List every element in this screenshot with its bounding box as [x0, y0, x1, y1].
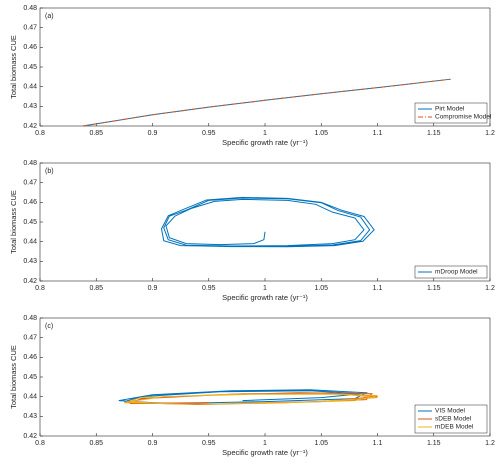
x-tick-label: 1.2	[485, 130, 495, 137]
y-axis-label: Total biomass CUE	[9, 190, 18, 254]
x-axis-label: Specific growth rate (yr⁻¹)	[222, 448, 308, 457]
series-line	[82, 78, 451, 127]
x-tick-label: 1.1	[373, 285, 383, 292]
x-tick-label: 0.8	[35, 440, 45, 447]
y-tick-label: 0.44	[23, 84, 37, 91]
y-tick-label: 0.45	[23, 374, 37, 381]
x-tick-label: 0.85	[89, 130, 103, 137]
y-tick-label: 0.45	[23, 219, 37, 226]
x-tick-label: 0.85	[89, 440, 103, 447]
y-tick-label: 0.42	[23, 433, 37, 440]
y-tick-label: 0.47	[23, 25, 37, 32]
legend-label: mDroop Model	[435, 269, 478, 276]
x-tick-label: 1.05	[314, 440, 328, 447]
y-tick-label: 0.42	[23, 123, 37, 130]
legend-label: Compromise Model	[435, 114, 492, 121]
y-tick-label: 0.44	[23, 239, 37, 246]
y-tick-label: 0.46	[23, 354, 37, 361]
panel-label: (b)	[45, 168, 54, 175]
legend-box	[414, 265, 488, 279]
x-tick-label: 0.8	[35, 130, 45, 137]
x-tick-label: 0.9	[148, 440, 158, 447]
y-tick-label: 0.45	[23, 64, 37, 71]
x-tick-label: 1.1	[373, 440, 383, 447]
axes-box	[39, 162, 491, 282]
x-tick-label: 0.9	[148, 130, 158, 137]
y-tick-label: 0.48	[23, 5, 37, 12]
x-tick-label: 0.95	[202, 130, 216, 137]
x-tick-label: 1	[263, 285, 267, 292]
series-line	[118, 389, 369, 405]
x-axis-label: Specific growth rate (yr⁻¹)	[222, 138, 308, 147]
legend-label: sDEB Model	[435, 416, 472, 423]
panel-label: (c)	[45, 323, 53, 330]
y-tick-label: 0.48	[23, 315, 37, 322]
y-tick-label: 0.46	[23, 44, 37, 51]
x-tick-label: 0.85	[89, 285, 103, 292]
legend-label: Pirt Model	[435, 106, 465, 113]
series-line	[124, 393, 378, 405]
series-line	[160, 196, 375, 248]
x-axis-label: Specific growth rate (yr⁻¹)	[222, 293, 308, 302]
x-tick-label: 0.95	[202, 285, 216, 292]
legend-box	[414, 102, 488, 124]
x-tick-label: 1.05	[314, 130, 328, 137]
legend-label: VIS Model	[435, 408, 466, 415]
series-line	[82, 78, 451, 127]
y-tick-label: 0.47	[23, 180, 37, 187]
x-tick-label: 1.05	[314, 285, 328, 292]
legend-label: mDEB Model	[435, 424, 474, 431]
y-tick-label: 0.43	[23, 258, 37, 265]
y-axis-label: Total biomass CUE	[9, 35, 18, 99]
x-tick-label: 0.95	[202, 440, 216, 447]
panel-label: (a)	[45, 13, 54, 20]
x-tick-label: 1.2	[485, 285, 495, 292]
x-tick-label: 1.2	[485, 440, 495, 447]
y-tick-label: 0.43	[23, 413, 37, 420]
x-tick-label: 1.15	[427, 285, 441, 292]
y-tick-label: 0.46	[23, 199, 37, 206]
y-tick-label: 0.43	[23, 103, 37, 110]
x-tick-label: 0.8	[35, 285, 45, 292]
y-tick-label: 0.44	[23, 394, 37, 401]
x-tick-label: 1	[263, 130, 267, 137]
x-tick-label: 1.15	[427, 440, 441, 447]
y-axis-label: Total biomass CUE	[9, 345, 18, 409]
y-tick-label: 0.47	[23, 335, 37, 342]
x-tick-label: 0.9	[148, 285, 158, 292]
x-tick-label: 1.15	[427, 130, 441, 137]
y-tick-label: 0.42	[23, 278, 37, 285]
x-tick-label: 1	[263, 440, 267, 447]
x-tick-label: 1.1	[373, 130, 383, 137]
y-tick-label: 0.48	[23, 160, 37, 167]
